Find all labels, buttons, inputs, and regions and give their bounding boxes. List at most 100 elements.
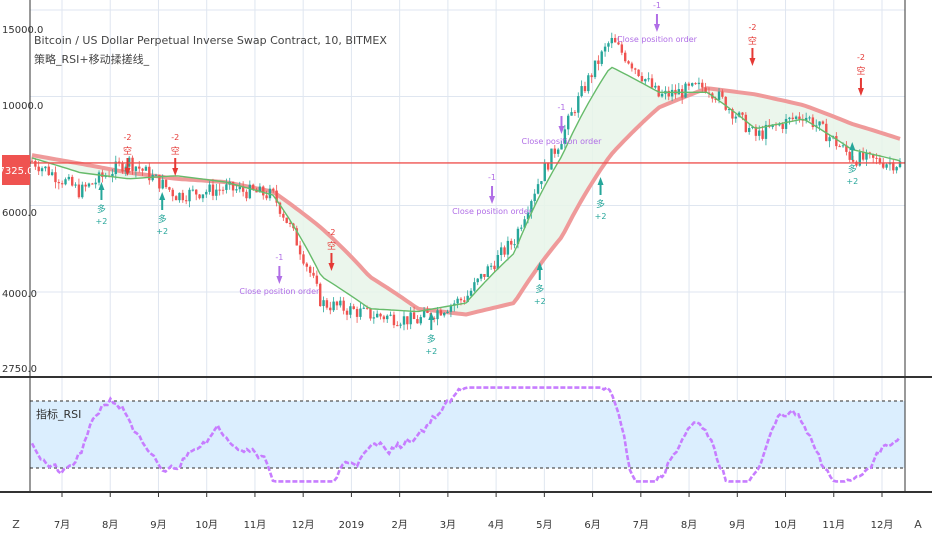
candle-body [587, 75, 590, 92]
candle-body [298, 245, 302, 255]
candle-body [560, 144, 563, 150]
candle-body [580, 86, 583, 97]
candle-body [804, 117, 808, 121]
close-position-label: Close position order [522, 137, 603, 146]
candle-body [483, 274, 486, 277]
candle-body [499, 247, 503, 256]
long-arrow-icon [536, 262, 543, 280]
candle-body [841, 145, 845, 147]
short-arrow-icon [124, 158, 131, 176]
signal-qty: +2 [534, 297, 546, 306]
candle-body [359, 308, 362, 317]
candle-body [858, 152, 861, 166]
signal-qty: -2 [123, 133, 131, 142]
candle-body [724, 96, 727, 110]
candle-body [426, 310, 429, 314]
long-arrow-icon [98, 182, 105, 200]
time-label: 9月 [150, 519, 166, 531]
fast-moving-average [31, 66, 901, 313]
zoom-button[interactable]: Z [12, 518, 20, 531]
candle-body [319, 283, 322, 307]
candle-body [57, 182, 61, 184]
short-signal-label: 空 [123, 145, 132, 157]
candle-body [34, 160, 37, 167]
candle-body [278, 202, 282, 214]
candle-body [610, 37, 613, 44]
time-label: 6月 [584, 519, 600, 531]
candle-body [811, 117, 815, 128]
time-label: 11月 [244, 519, 267, 531]
candle-body [409, 312, 412, 325]
candle-body [184, 200, 188, 202]
candle-body [365, 307, 369, 309]
time-label: 8月 [102, 519, 118, 531]
candle-body [87, 183, 91, 187]
price-axis[interactable]: 15000.0 10000.0 6000.0 4000.0 2750.0 [2, 25, 43, 375]
candle-body [127, 157, 131, 167]
candle-body [878, 158, 882, 164]
candle-body [339, 300, 342, 306]
candle-body [332, 301, 335, 311]
candle-body [791, 117, 794, 119]
candle-body [466, 295, 469, 302]
candle-body [44, 166, 47, 169]
candle-body [469, 290, 473, 296]
signal-qty: +2 [425, 347, 437, 356]
candle-body [845, 145, 848, 152]
candle-body [389, 314, 392, 316]
signal-qty: -2 [857, 53, 865, 62]
time-label: 11月 [822, 519, 845, 531]
long-signal-label: 多 [158, 213, 167, 225]
candle-body [851, 159, 855, 162]
candle-body [258, 186, 262, 193]
candle-body [329, 307, 332, 311]
candle-body [114, 161, 117, 175]
candle-body [288, 222, 292, 224]
candle-body [486, 266, 489, 277]
price-tick: 10000.0 [2, 101, 43, 112]
candle-body [64, 179, 67, 185]
candle-body [275, 190, 278, 203]
signal-qty: -2 [327, 228, 335, 237]
candle-body [402, 316, 406, 325]
auto-scale-button[interactable]: A [914, 518, 922, 531]
candle-body [476, 278, 479, 283]
candle-body [764, 124, 768, 139]
candle-body [503, 247, 506, 255]
candle-body [540, 181, 543, 185]
rsi-line [30, 385, 902, 483]
current-price-label: 7325.0 [0, 166, 34, 177]
candle-body [603, 46, 607, 52]
candle-body [188, 189, 191, 202]
long-signal-label: 多 [596, 198, 605, 210]
price-tick: 6000.0 [2, 208, 37, 219]
signal-qty: -1 [275, 253, 283, 262]
time-axis[interactable]: 7月 8月 9月 10月 11月 12月 2019 2月 3月 4月 5月 6月 7月 8月 9月 10月 11… [54, 492, 894, 531]
candle-body [251, 184, 255, 190]
candle-body [680, 89, 684, 98]
candle-body [171, 189, 174, 197]
signal-qty: -1 [653, 1, 661, 10]
signal-qty: -1 [557, 103, 565, 112]
symbol-title[interactable]: Bitcoin / US Dollar Perpetual Inverse Sw… [34, 34, 387, 47]
candle-body [597, 60, 600, 64]
close-position-label: Close position order [452, 207, 533, 216]
short-arrow-icon [749, 48, 756, 66]
candle-body [272, 188, 275, 191]
slow-moving-average [31, 86, 901, 317]
candle-body [885, 164, 888, 168]
candle-body [479, 274, 483, 279]
study-title[interactable]: 策略_RSI+移动揉搓线_ [34, 52, 150, 66]
candle-body [573, 112, 577, 114]
candle-body [144, 166, 148, 171]
candle-body [138, 166, 141, 169]
candle-body [590, 75, 593, 78]
candle-body [121, 162, 124, 172]
candle-body [835, 136, 838, 147]
time-label: 7月 [54, 519, 70, 531]
signal-qty: -1 [488, 173, 496, 182]
candle-body [295, 228, 298, 246]
candle-body [81, 184, 84, 198]
candle-body [174, 196, 178, 201]
